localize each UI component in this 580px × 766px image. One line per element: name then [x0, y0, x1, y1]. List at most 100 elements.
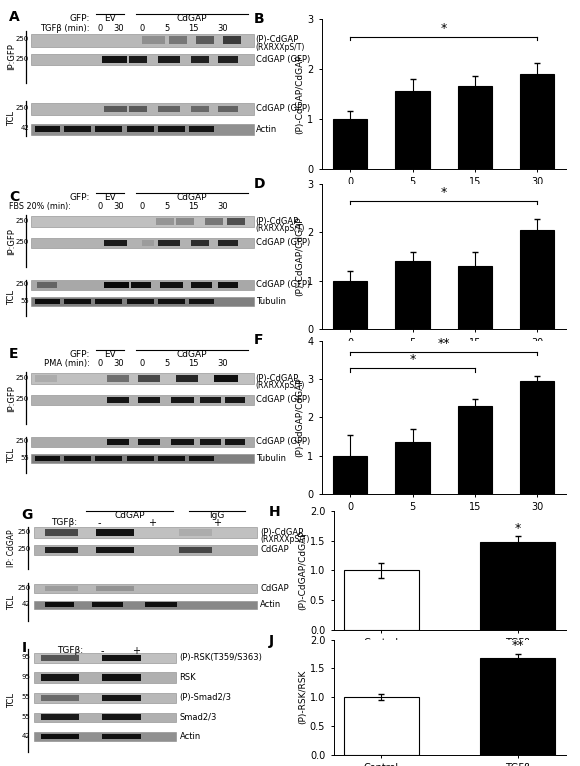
Text: C: C	[9, 190, 19, 204]
Bar	[45, 547, 78, 553]
Text: 0: 0	[140, 24, 145, 32]
Bar	[104, 240, 126, 246]
Text: 250: 250	[16, 281, 29, 287]
Text: 250: 250	[16, 105, 29, 111]
Bar	[96, 457, 122, 461]
Y-axis label: (P)-CdGAP/CdGAP: (P)-CdGAP/CdGAP	[296, 54, 304, 133]
Bar	[396, 443, 430, 494]
Bar	[344, 570, 419, 630]
Text: PMA (min):: PMA (min):	[44, 359, 89, 368]
Text: (RXRXXpS/T): (RXRXXpS/T)	[260, 535, 310, 544]
Bar	[138, 375, 160, 381]
Bar	[344, 697, 419, 755]
Bar	[214, 375, 238, 381]
Text: 250: 250	[16, 56, 29, 62]
Text: CdGAP: CdGAP	[177, 14, 207, 23]
Bar	[31, 280, 254, 290]
Text: J: J	[269, 634, 274, 648]
Bar	[458, 267, 492, 329]
Text: 95: 95	[21, 674, 31, 680]
Text: 5: 5	[165, 24, 170, 32]
Text: H: H	[269, 505, 280, 519]
Bar	[191, 106, 209, 113]
Bar	[227, 218, 245, 224]
Text: (P)-RSK(T359/S363): (P)-RSK(T359/S363)	[180, 653, 262, 663]
Bar	[92, 602, 123, 607]
Y-axis label: (P)-CdGAP/CdGAP: (P)-CdGAP/CdGAP	[296, 378, 304, 457]
Bar	[158, 300, 185, 304]
Text: (P)-CdGAP: (P)-CdGAP	[256, 374, 299, 383]
Bar	[146, 602, 177, 607]
Text: TGFβ (min):: TGFβ (min):	[40, 24, 89, 32]
Text: TCL: TCL	[8, 290, 16, 306]
Bar	[34, 584, 257, 593]
Bar	[41, 695, 79, 701]
Text: 0: 0	[140, 202, 145, 211]
Bar	[225, 397, 245, 403]
Bar	[41, 675, 79, 681]
Bar	[102, 56, 126, 63]
Text: 250: 250	[16, 396, 29, 402]
Text: (RXRXXpS/T): (RXRXXpS/T)	[256, 44, 305, 52]
Text: TCL: TCL	[8, 693, 16, 709]
Text: Tubulin: Tubulin	[256, 297, 285, 306]
Bar	[34, 732, 176, 741]
Text: CdGAP: CdGAP	[177, 193, 207, 202]
Bar	[191, 282, 212, 288]
Text: 30: 30	[114, 202, 124, 211]
Text: TGFβ:: TGFβ:	[57, 646, 84, 655]
Bar	[218, 56, 238, 63]
Text: -: -	[97, 519, 101, 529]
Bar	[179, 547, 212, 553]
Text: RSK: RSK	[180, 673, 196, 682]
Bar	[201, 439, 220, 445]
Bar	[131, 282, 151, 288]
Bar	[34, 673, 176, 683]
Text: (P)-CdGAP: (P)-CdGAP	[256, 35, 299, 44]
Bar	[171, 397, 194, 403]
Text: G: G	[21, 508, 32, 522]
Text: IgG: IgG	[209, 511, 224, 520]
Bar	[31, 34, 254, 47]
Bar	[333, 456, 367, 494]
Text: 30: 30	[218, 359, 229, 368]
Text: 250: 250	[16, 375, 29, 381]
Bar	[35, 375, 57, 381]
Text: (RXRXXpS/T): (RXRXXpS/T)	[256, 224, 305, 233]
Bar	[107, 375, 129, 381]
Bar	[45, 586, 78, 591]
Text: 0: 0	[98, 202, 103, 211]
Bar	[189, 300, 214, 304]
Bar	[107, 439, 129, 445]
Bar	[96, 126, 122, 133]
Text: IP: CdGAP: IP: CdGAP	[8, 529, 16, 568]
Text: 30: 30	[218, 202, 229, 211]
Bar	[41, 715, 79, 720]
Bar	[396, 91, 430, 169]
Bar	[142, 240, 154, 246]
Bar	[34, 527, 257, 538]
Text: 250: 250	[17, 546, 31, 552]
Text: 15: 15	[188, 24, 199, 32]
Text: 95: 95	[21, 654, 31, 660]
Bar	[520, 230, 554, 329]
Bar	[102, 675, 141, 681]
Bar	[158, 457, 185, 461]
Text: 0: 0	[140, 359, 145, 368]
Text: (RXRXXpS/T): (RXRXXpS/T)	[256, 381, 305, 390]
Bar	[179, 529, 212, 535]
X-axis label: FBS (min): FBS (min)	[420, 351, 467, 361]
Text: E: E	[9, 347, 19, 361]
Bar	[31, 124, 254, 135]
Text: 15: 15	[188, 202, 199, 211]
Bar	[520, 381, 554, 494]
Bar	[205, 218, 223, 224]
Text: 55: 55	[20, 298, 29, 304]
Bar	[45, 529, 78, 535]
Bar	[223, 36, 241, 44]
Y-axis label: (P)-RSK/RSK: (P)-RSK/RSK	[298, 670, 307, 724]
Bar	[126, 300, 154, 304]
Bar	[158, 126, 185, 133]
Bar	[31, 216, 254, 227]
Text: CdGAP (GFP): CdGAP (GFP)	[256, 238, 310, 247]
